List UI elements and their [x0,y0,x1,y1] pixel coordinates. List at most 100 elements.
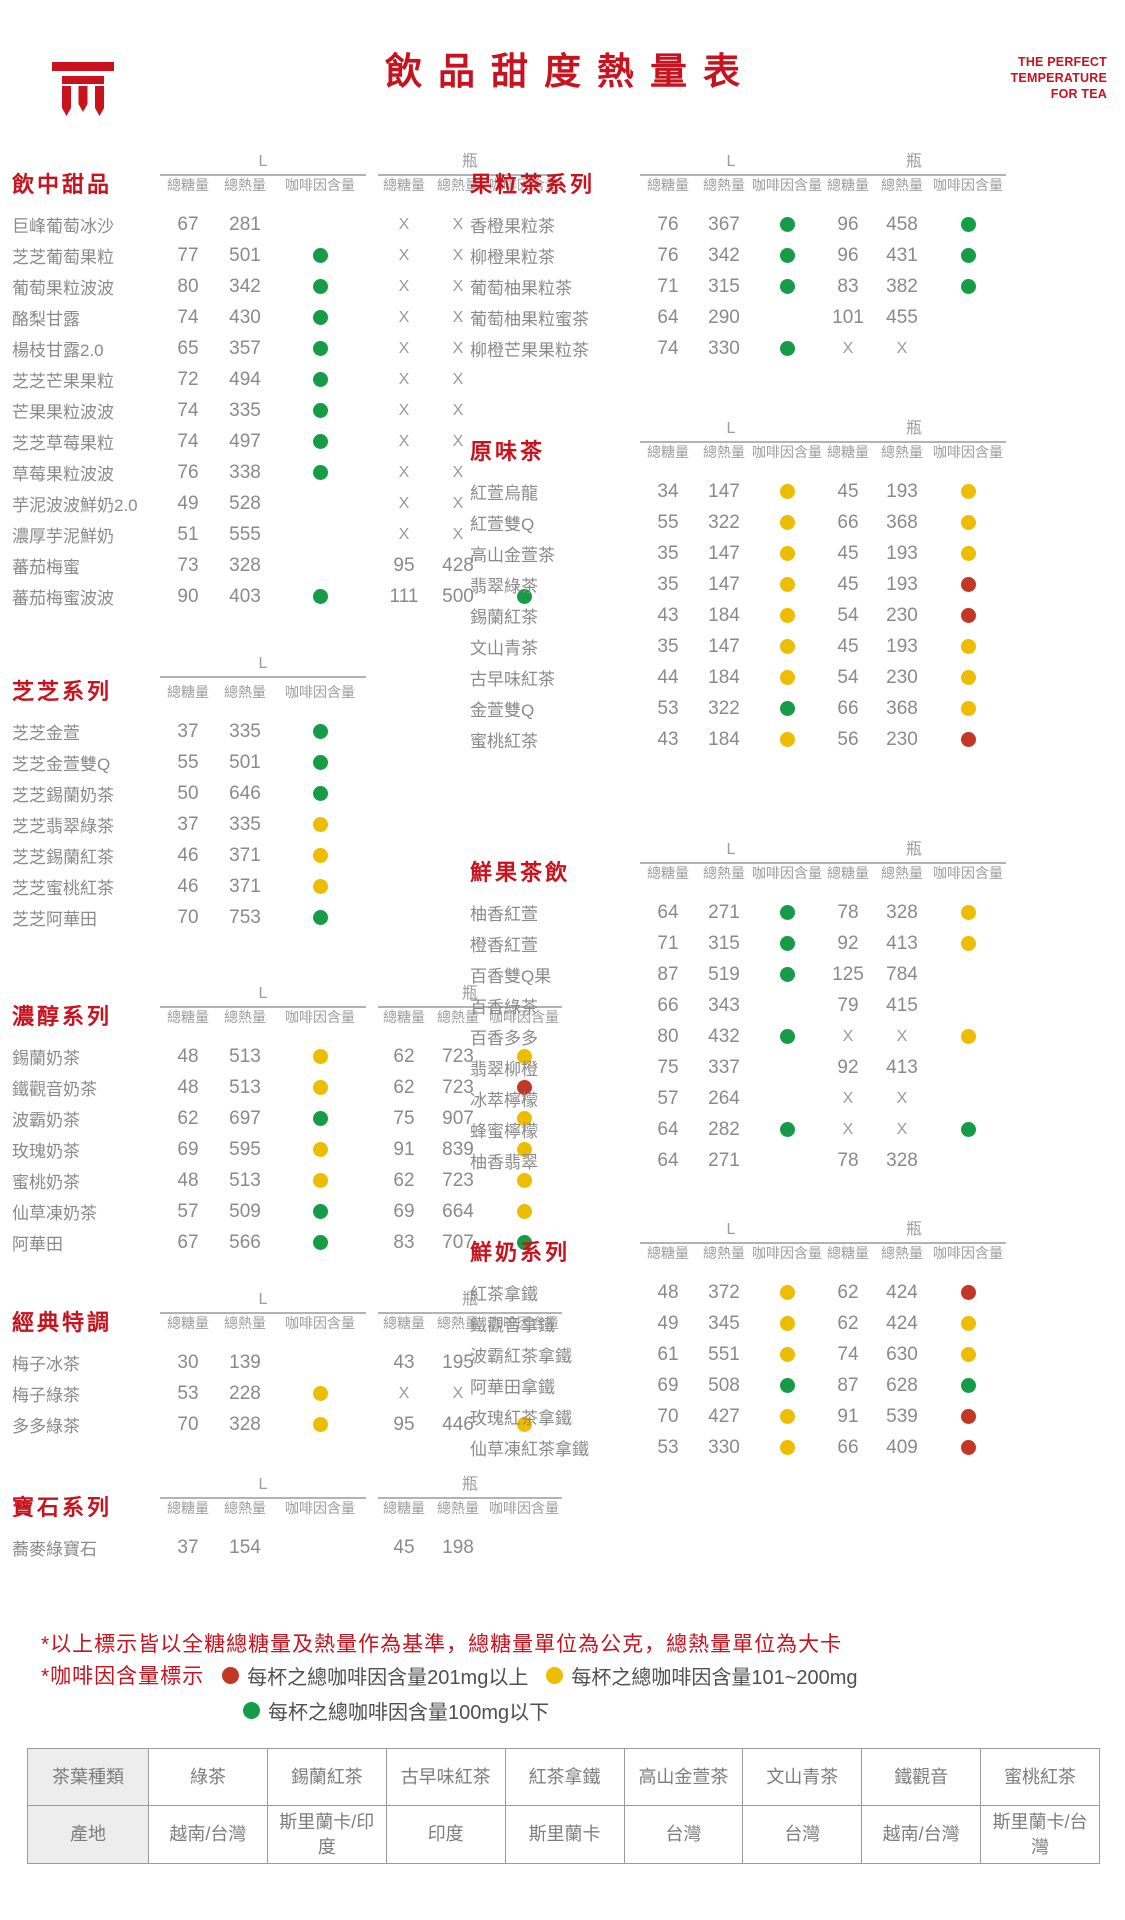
menu-item-row: 蕎麥綠寶石 37 154 45 198 [12,1532,562,1563]
sugar-value: 91 [837,1405,859,1427]
item-name: 蜜桃紅茶 [470,732,538,751]
sugar-value: 62 [837,1312,859,1334]
caffeine-yellow-dot-icon [960,904,976,920]
sugar-value: 57 [177,1200,199,1222]
size-label-l: L [726,841,736,858]
menu-item-row: 芝芝蜜桃紅茶 46 371 [12,871,562,902]
section-title: 經典特調 [12,1310,113,1335]
item-name: 蜂蜜檸檬 [470,1122,538,1141]
calories-value: 528 [229,492,261,514]
tea-type-cell: 綠茶 [148,1748,268,1806]
sugar-value: 45 [837,635,859,657]
caffeine-cell [930,1377,1006,1395]
caffeine-cell [752,340,822,358]
caffeine-cell [930,247,1006,265]
column-header-caffeine: 咖啡因含量 [285,684,355,700]
sugar-value: 48 [177,1076,199,1098]
calories-value: 368 [886,511,918,533]
section-rows: 紅茶拿鐵 48 372 62 424 鐵觀音拿鐵 49 345 62 424 波霸紅茶拿鐵 61 551… [470,1277,1006,1463]
column-header-calories: 總熱量 [224,1009,266,1025]
column-header-row: 芝芝系列 總糖量 總熱量 咖啡因含量 [12,678,562,704]
sugar-value: 65 [177,337,199,359]
column-header-calories: 總熱量 [437,177,479,193]
caffeine-cell [274,247,366,265]
sugar-value: 44 [657,666,679,688]
caffeine-cell [274,1048,366,1066]
menu-item-row: 鐵觀音拿鐵 49 345 62 424 [470,1308,1006,1339]
item-name: 芝芝芒果果粒 [12,372,114,391]
section-title: 鮮奶系列 [470,1240,571,1265]
menu-item-row: 百香多多 80 432 X X [470,1021,1006,1052]
calories-value: X [896,339,908,357]
column-header-caffeine: 咖啡因含量 [752,865,822,881]
menu-item-row: 阿華田 67 566 83 707 [12,1227,562,1258]
sugar-value: 74 [837,1343,859,1365]
caffeine-cell [752,607,822,625]
sugar-value: 67 [177,213,199,235]
calories-value: 539 [886,1405,918,1427]
caffeine-yellow-dot-icon [312,1416,328,1432]
menu-item-row: 芝芝葡萄果粒 77 501 X X [12,240,562,271]
calories-value: X [452,246,464,264]
caffeine-cell [486,1234,562,1252]
item-name: 巨峰葡萄冰沙 [12,217,114,236]
item-name: 楊枝甘露2.0 [12,341,104,360]
caffeine-cell [486,1048,562,1066]
caffeine-green-dot-icon [312,1110,328,1126]
size-group-bottle: 瓶 [822,1215,1006,1244]
size-group-row: L [12,654,562,678]
tea-type-row: 茶葉種類 綠茶 錫蘭紅茶 古早味紅茶 紅茶拿鐵 高山金萱茶 文山青茶 鐵觀音 蜜桃紅茶 [27,1748,1100,1806]
calories-value: 328 [229,1413,261,1435]
caffeine-green-dot-icon [779,216,795,232]
column-header-calories: 總熱量 [881,444,923,460]
section-title: 鮮果茶飲 [470,860,571,885]
item-name: 梅子綠茶 [12,1386,80,1405]
caffeine-green-dot-icon [312,464,328,480]
sugar-value: X [398,432,410,450]
item-name: 玫瑰奶茶 [12,1142,80,1161]
sugar-value: 96 [837,213,859,235]
caffeine-cell [930,1346,1006,1364]
menu-item-row: 古早味紅茶 44 184 54 230 [470,662,1006,693]
caffeine-cell [274,1141,366,1159]
tea-type-cell: 錫蘭紅茶 [266,1748,387,1806]
sugar-value: X [842,339,854,357]
sugar-value: 45 [837,542,859,564]
section-title: 果粒茶系列 [470,172,596,197]
caffeine-cell [486,1141,562,1159]
caffeine-cell [930,904,1006,922]
item-name: 柚香翡翠 [470,1153,538,1172]
column-header-row: 經典特調 總糖量 總熱量 咖啡因含量 總糖量 總熱量 咖啡因含量 [12,1309,562,1335]
column-header-caffeine: 咖啡因含量 [285,1500,355,1516]
caffeine-yellow-dot-icon [779,483,795,499]
menu-item-row: 百香綠茶 66 343 79 415 [470,990,1006,1021]
caffeine-green-dot-icon [960,278,976,294]
calories-value: 184 [708,728,740,750]
caffeine-cell [930,545,1006,563]
sugar-value: 87 [657,963,679,985]
caffeine-yellow-dot-icon [960,700,976,716]
calories-value: 424 [886,1312,918,1334]
sugar-value: 71 [657,275,679,297]
calories-value: 230 [886,666,918,688]
caffeine-cell [274,1110,366,1128]
calories-value: 413 [886,1056,918,1078]
sugar-value: 43 [657,728,679,750]
calories-value: 371 [229,875,261,897]
calories-value: 193 [886,480,918,502]
slogan-line: TEMPERATURE [1010,71,1107,85]
column-header-caffeine: 咖啡因含量 [489,1315,559,1331]
menu-item-row: 梅子冰茶 30 139 43 195 [12,1347,562,1378]
sugar-value: 67 [177,1231,199,1253]
calories-value: 322 [708,697,740,719]
calories-value: 335 [229,813,261,835]
menu-item-row: 仙草凍奶茶 57 509 69 664 [12,1196,562,1227]
caffeine-green-dot-icon [779,904,795,920]
column-header-caffeine: 咖啡因含量 [489,177,559,193]
caffeine-cell [752,483,822,501]
calories-value: 555 [229,523,261,545]
sugar-value: 74 [657,337,679,359]
item-name: 芝芝草莓果粒 [12,434,114,453]
